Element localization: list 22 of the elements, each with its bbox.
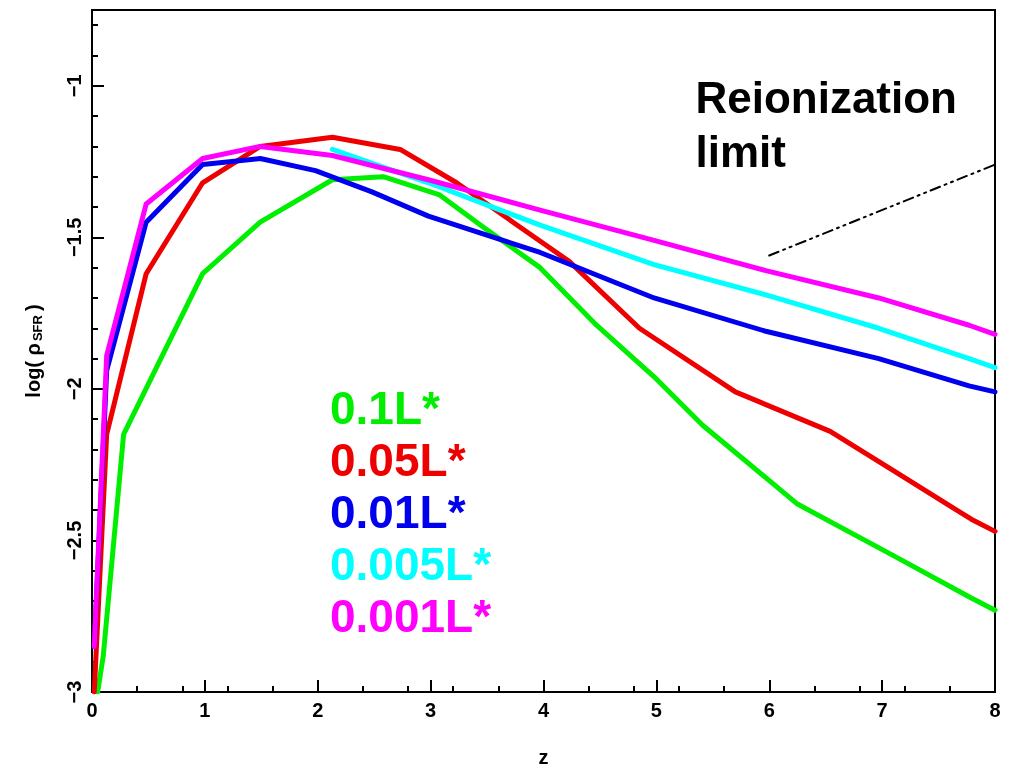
x-tick-label: 2 [312,699,324,721]
x-tick-label: 4 [537,699,550,721]
x-axis-title: z [538,746,549,768]
x-tick-label: 3 [425,699,437,721]
x-tick-label: 6 [763,699,775,721]
x-tick-label: 8 [989,699,1001,721]
text: 0.001L* [330,590,492,642]
y-axis-title: log( ρSFR) [21,304,45,398]
y-tick-label: −1.5 [63,217,85,258]
text: 0.05L* [330,434,466,486]
text: 0.005L* [330,538,492,590]
text: 0.01L* [330,486,466,538]
x-tick-label: 0 [86,699,98,721]
x-tick-label: 5 [650,699,662,721]
x-tick-label: 7 [876,699,888,721]
y-tick-label: −1 [63,74,85,98]
text: 0.1L* [330,382,441,434]
x-tick-label: 1 [199,699,211,721]
annotation: Reionization limit [695,72,958,176]
y-tick-label: −2 [63,377,85,401]
y-tick-label: −3 [63,680,85,704]
y-tick-label: −2.5 [63,520,85,561]
